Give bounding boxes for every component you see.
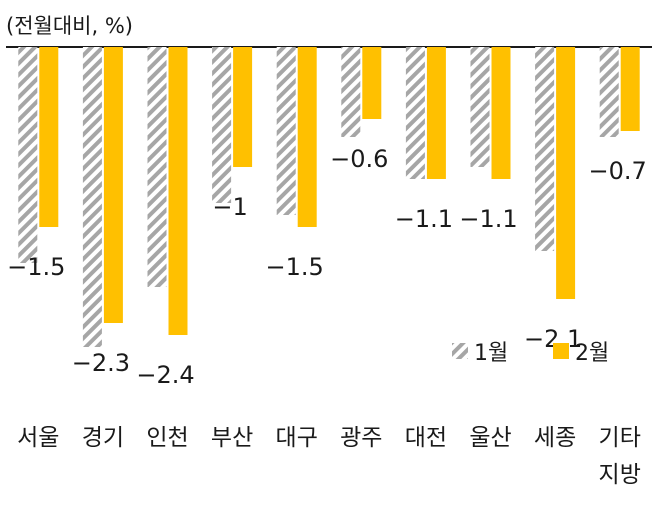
data-label-울산: −1.1	[459, 205, 517, 233]
bar-1월-세종	[535, 47, 555, 251]
bar-2월-대전	[426, 47, 446, 179]
data-label-대전: −1.1	[395, 205, 453, 233]
data-label-대구: −1.5	[266, 253, 324, 281]
bar-1월-대전	[405, 47, 425, 179]
data-label-인천: −2.4	[136, 361, 194, 389]
bar-2월-세종	[556, 47, 576, 299]
bar-2월-대구	[297, 47, 317, 227]
bar-2월-울산	[491, 47, 511, 179]
legend-label-2월: 2월	[575, 341, 609, 366]
bar-1월-광주	[341, 47, 361, 137]
bar-1월-대구	[276, 47, 296, 215]
bar-2월-부산	[233, 47, 253, 167]
unit-label: (전월대비, %)	[6, 14, 133, 38]
category-label: 대전	[405, 425, 447, 451]
category-label: 울산	[469, 425, 511, 451]
bar-1월-서울	[18, 47, 38, 263]
category-label: 서울	[17, 425, 59, 451]
bar-1월-울산	[470, 47, 490, 167]
bar-1월-부산	[212, 47, 232, 203]
category-label: 경기	[82, 425, 124, 451]
bar-2월-서울	[39, 47, 59, 227]
legend: 1월 2월	[452, 341, 609, 366]
category-label: 광주	[340, 425, 382, 451]
bar-1월-경기	[82, 47, 102, 347]
category-label: 기타	[599, 425, 641, 451]
category-label: 지방	[599, 462, 641, 488]
bar-2월-기타지방	[620, 47, 640, 131]
legend-swatch-2월	[553, 343, 569, 359]
bar-2월-광주	[362, 47, 382, 119]
legend-swatch-1월	[452, 343, 468, 359]
bar-2월-인천	[168, 47, 188, 335]
data-label-부산: −1	[212, 193, 247, 221]
data-label-경기: −2.3	[72, 349, 130, 377]
legend-label-1월: 1월	[474, 341, 508, 366]
bar-1월-기타지방	[599, 47, 619, 137]
bar-2월-경기	[103, 47, 123, 323]
category-label: 인천	[146, 425, 188, 451]
category-label: 대구	[276, 425, 318, 451]
data-label-기타지방: −0.7	[589, 157, 647, 185]
bar-1월-인천	[147, 47, 167, 287]
data-label-광주: −0.6	[330, 145, 388, 173]
data-label-서울: −1.5	[7, 253, 65, 281]
category-label: 세종	[534, 425, 576, 451]
category-label: 부산	[211, 425, 253, 451]
